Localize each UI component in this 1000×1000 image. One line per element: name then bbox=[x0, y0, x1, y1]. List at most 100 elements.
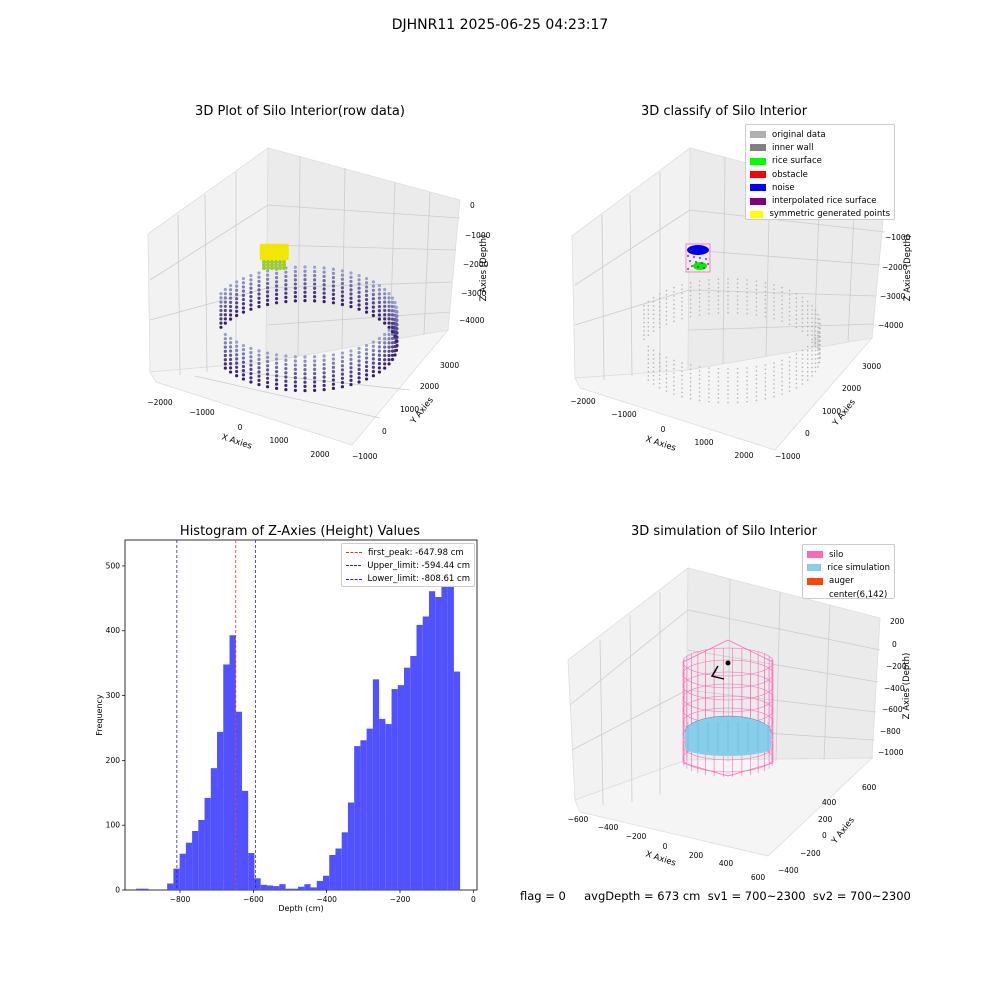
scatter-point bbox=[377, 349, 382, 353]
histogram-bar bbox=[241, 790, 249, 890]
scatter-point bbox=[313, 367, 317, 371]
scatter-point bbox=[736, 397, 739, 399]
scatter-point bbox=[265, 269, 270, 273]
histogram-bar bbox=[254, 878, 261, 890]
histogram-bar bbox=[223, 664, 230, 890]
legend-entry-auger: auger bbox=[807, 575, 890, 588]
scatter-point bbox=[357, 307, 361, 311]
scatter-point bbox=[357, 290, 361, 294]
scatter-point bbox=[303, 384, 307, 388]
scatter-point bbox=[818, 357, 821, 359]
scatter-point bbox=[781, 316, 783, 318]
scatter-point bbox=[357, 346, 361, 351]
scatter-point bbox=[274, 271, 279, 276]
scatter-point bbox=[695, 261, 697, 263]
scatter-point bbox=[357, 359, 361, 363]
scatter-point bbox=[274, 266, 278, 270]
scatter-point bbox=[394, 305, 399, 309]
scatter-point bbox=[293, 295, 297, 299]
simulation-3d-plot: −600 −400 −200 0 200 400 600 X Axies −40… bbox=[567, 567, 912, 882]
scatter-point bbox=[274, 280, 279, 284]
scatter-point bbox=[764, 286, 767, 288]
legend-label: rice surface bbox=[772, 156, 822, 167]
scatter-point bbox=[331, 386, 336, 390]
classify-y-tick: 0 bbox=[805, 429, 810, 438]
histogram-bar bbox=[273, 886, 280, 890]
scatter-point bbox=[241, 373, 246, 377]
scatter-point bbox=[284, 362, 288, 367]
scatter-point bbox=[673, 290, 675, 293]
scatter-point bbox=[265, 290, 270, 294]
scatter-point bbox=[349, 284, 353, 288]
scatter-point bbox=[708, 291, 710, 294]
scatter-point bbox=[241, 289, 246, 293]
scatter-point bbox=[698, 284, 701, 287]
scatter-point bbox=[274, 276, 279, 280]
y-tick-label: 100 bbox=[106, 821, 121, 830]
scatter-point bbox=[265, 376, 270, 380]
scatter-point bbox=[340, 302, 345, 307]
scatter-point bbox=[322, 291, 326, 295]
scatter-point bbox=[643, 338, 645, 341]
scatter-point bbox=[746, 287, 748, 290]
scatter-point bbox=[284, 371, 288, 375]
scatter-point bbox=[322, 354, 326, 358]
histogram-bar bbox=[335, 848, 342, 890]
scatter-point bbox=[665, 293, 668, 296]
scatter-point bbox=[681, 313, 683, 316]
scatter-point bbox=[390, 313, 395, 317]
scatter-point bbox=[811, 358, 813, 360]
simulation-y-tick: −200 bbox=[800, 849, 821, 858]
scatter-point bbox=[257, 378, 261, 382]
scatter-point bbox=[390, 300, 395, 304]
scatter-point bbox=[387, 321, 391, 325]
histogram-bar bbox=[366, 728, 373, 890]
scatter-point bbox=[652, 366, 655, 369]
scatter-point bbox=[235, 340, 239, 344]
scatter-point bbox=[801, 305, 804, 307]
classify-plot-title: 3D classify of Silo Interior bbox=[640, 104, 808, 119]
scatter-point bbox=[736, 380, 739, 383]
scatter-point bbox=[814, 338, 817, 341]
scatter-point bbox=[313, 359, 317, 363]
scatter-point bbox=[673, 359, 675, 362]
scatter-point bbox=[322, 295, 326, 299]
scatter-point bbox=[698, 301, 701, 304]
scatter-point bbox=[727, 282, 729, 285]
scatter-point bbox=[795, 374, 798, 376]
scatter-point bbox=[241, 356, 246, 360]
scatter-point bbox=[364, 281, 369, 285]
scatter-point bbox=[643, 325, 645, 328]
histogram-bar bbox=[235, 711, 242, 890]
scatter-point bbox=[249, 307, 253, 311]
scatter-point bbox=[689, 376, 692, 379]
status-footer: flag = 0 avgDepth = 673 cm sv1 = 700~230… bbox=[520, 889, 911, 903]
scatter-point bbox=[390, 321, 395, 325]
legend-swatch bbox=[750, 171, 766, 179]
histogram-bar bbox=[260, 884, 267, 890]
scatter-point bbox=[313, 282, 317, 286]
scatter-point bbox=[773, 309, 775, 312]
scatter-point bbox=[293, 355, 297, 359]
scatter-point bbox=[377, 370, 382, 374]
scatter-point bbox=[717, 401, 720, 404]
scatter-point bbox=[781, 372, 783, 374]
scatter-point bbox=[814, 370, 817, 373]
scatter-point bbox=[781, 393, 783, 395]
histogram-bar bbox=[304, 884, 311, 890]
scatter-point bbox=[689, 290, 692, 293]
scatter-point bbox=[727, 295, 729, 297]
scatter-point bbox=[795, 357, 798, 360]
classify-y-tick: 3000 bbox=[862, 362, 881, 371]
scatter-point bbox=[652, 383, 655, 385]
scatter-point bbox=[727, 368, 729, 370]
raw-y-tick: 3000 bbox=[440, 361, 459, 370]
scatter-point bbox=[364, 364, 369, 369]
scatter-point bbox=[811, 362, 813, 365]
scatter-point bbox=[349, 382, 353, 387]
scatter-point bbox=[818, 326, 821, 329]
simulation-plot-title: 3D simulation of Silo Interior bbox=[631, 524, 817, 539]
scatter-point bbox=[698, 382, 701, 385]
scatter-point bbox=[691, 265, 693, 267]
scatter-point bbox=[340, 364, 345, 368]
